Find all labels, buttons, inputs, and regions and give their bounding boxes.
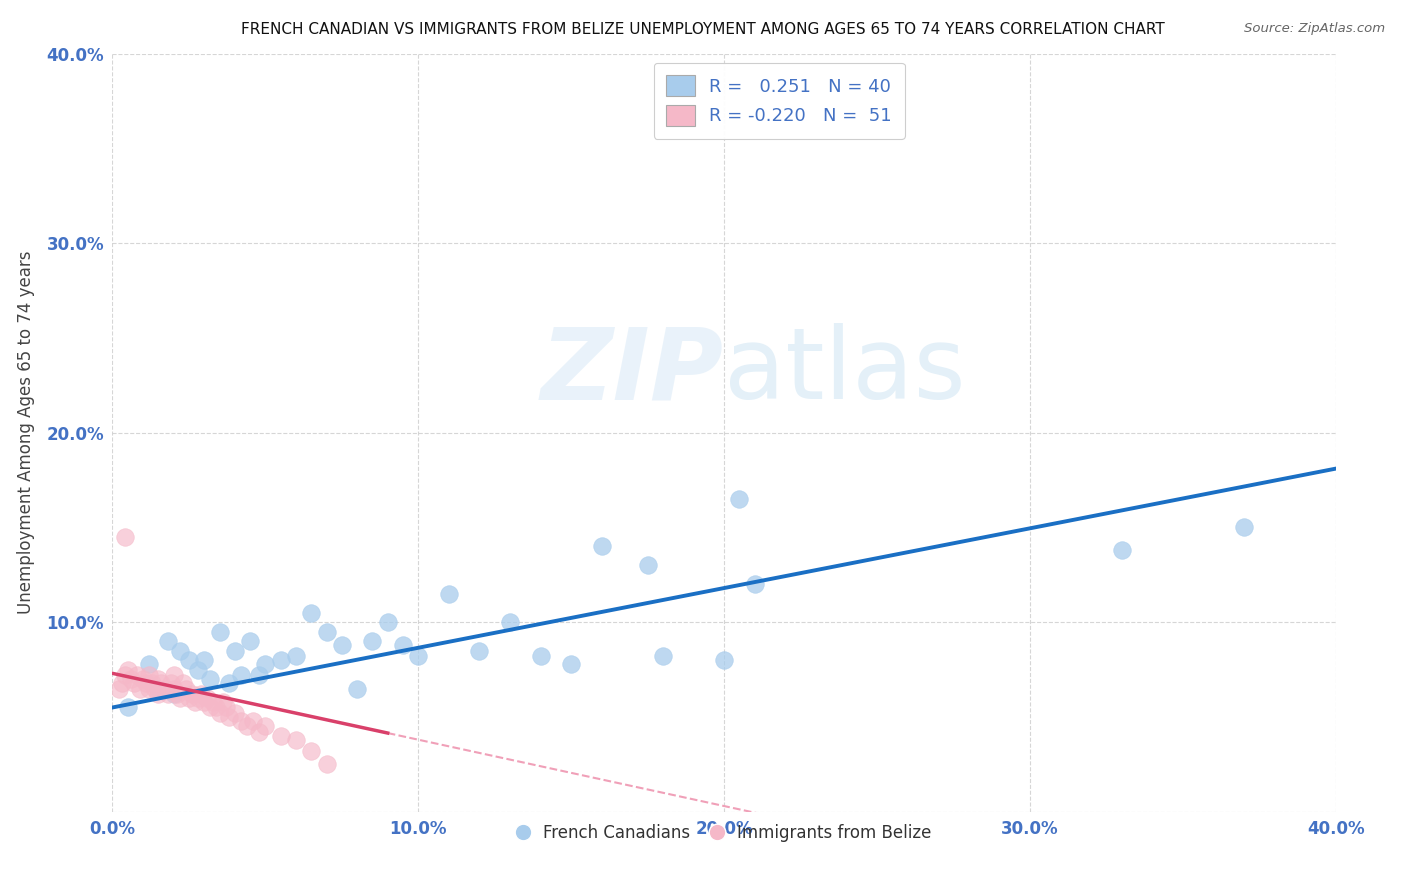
Point bbox=[560, 657, 582, 671]
Point bbox=[114, 668, 136, 682]
Point bbox=[437, 587, 460, 601]
Point bbox=[169, 643, 191, 657]
Point bbox=[713, 653, 735, 667]
Point bbox=[468, 643, 491, 657]
Point bbox=[270, 729, 292, 743]
Point bbox=[138, 657, 160, 671]
Point bbox=[530, 649, 553, 664]
Point bbox=[218, 710, 240, 724]
Point bbox=[190, 687, 212, 701]
Point bbox=[254, 719, 277, 733]
Point bbox=[218, 676, 240, 690]
Point bbox=[224, 643, 246, 657]
Point bbox=[224, 706, 246, 721]
Text: atlas: atlas bbox=[724, 324, 966, 420]
Legend: French Canadians, Immigrants from Belize: French Canadians, Immigrants from Belize bbox=[510, 818, 938, 849]
Point bbox=[143, 681, 166, 696]
Point bbox=[200, 700, 222, 714]
Point bbox=[111, 676, 134, 690]
Point bbox=[1111, 543, 1133, 558]
Point bbox=[330, 638, 353, 652]
Point bbox=[408, 649, 430, 664]
Point bbox=[138, 668, 160, 682]
Point bbox=[156, 634, 179, 648]
Point bbox=[193, 695, 215, 709]
Point bbox=[163, 681, 186, 696]
Point bbox=[153, 681, 176, 696]
Point bbox=[247, 668, 270, 682]
Point bbox=[125, 668, 148, 682]
Point bbox=[284, 732, 308, 747]
Point bbox=[148, 672, 170, 686]
Point bbox=[195, 691, 218, 706]
Point bbox=[211, 695, 233, 709]
Text: ZIP: ZIP bbox=[541, 324, 724, 420]
Point bbox=[239, 634, 262, 648]
Point bbox=[184, 695, 207, 709]
Point bbox=[122, 676, 145, 690]
Point bbox=[299, 744, 322, 758]
Text: FRENCH CANADIAN VS IMMIGRANTS FROM BELIZE UNEMPLOYMENT AMONG AGES 65 TO 74 YEARS: FRENCH CANADIAN VS IMMIGRANTS FROM BELIZ… bbox=[240, 22, 1166, 37]
Point bbox=[346, 681, 368, 696]
Point bbox=[254, 657, 277, 671]
Point bbox=[236, 719, 259, 733]
Point bbox=[172, 676, 194, 690]
Text: Source: ZipAtlas.com: Source: ZipAtlas.com bbox=[1244, 22, 1385, 36]
Point bbox=[284, 649, 308, 664]
Point bbox=[163, 687, 186, 701]
Point bbox=[132, 672, 155, 686]
Point bbox=[107, 681, 129, 696]
Point bbox=[200, 672, 222, 686]
Point bbox=[208, 624, 231, 639]
Point bbox=[141, 676, 163, 690]
Point bbox=[148, 681, 170, 696]
Point bbox=[135, 676, 157, 690]
Point bbox=[591, 539, 613, 553]
Point bbox=[229, 714, 252, 728]
Point bbox=[169, 691, 191, 706]
Point bbox=[156, 687, 179, 701]
Point bbox=[1233, 520, 1256, 534]
Point bbox=[205, 700, 228, 714]
Point bbox=[361, 634, 384, 648]
Point bbox=[177, 653, 200, 667]
Point bbox=[392, 638, 415, 652]
Point bbox=[270, 653, 292, 667]
Point bbox=[114, 530, 136, 544]
Point bbox=[129, 681, 152, 696]
Point bbox=[315, 757, 337, 772]
Point bbox=[299, 606, 322, 620]
Point bbox=[315, 624, 337, 639]
Point bbox=[728, 491, 751, 506]
Point bbox=[247, 725, 270, 739]
Point bbox=[166, 687, 188, 701]
Point bbox=[214, 700, 236, 714]
Point bbox=[138, 681, 160, 696]
Point bbox=[499, 615, 522, 630]
Point bbox=[117, 663, 139, 677]
Point bbox=[744, 577, 766, 591]
Y-axis label: Unemployment Among Ages 65 to 74 years: Unemployment Among Ages 65 to 74 years bbox=[17, 251, 35, 615]
Point bbox=[242, 714, 264, 728]
Point bbox=[187, 663, 209, 677]
Point bbox=[177, 691, 200, 706]
Point bbox=[120, 672, 142, 686]
Point bbox=[159, 676, 181, 690]
Point bbox=[637, 558, 659, 573]
Point bbox=[229, 668, 252, 682]
Point bbox=[652, 649, 675, 664]
Point bbox=[202, 695, 225, 709]
Point bbox=[181, 687, 204, 701]
Point bbox=[163, 668, 186, 682]
Point bbox=[208, 706, 231, 721]
Point bbox=[187, 691, 209, 706]
Point bbox=[377, 615, 399, 630]
Point bbox=[148, 687, 170, 701]
Point bbox=[193, 653, 215, 667]
Point bbox=[150, 676, 173, 690]
Point bbox=[174, 681, 197, 696]
Point bbox=[117, 700, 139, 714]
